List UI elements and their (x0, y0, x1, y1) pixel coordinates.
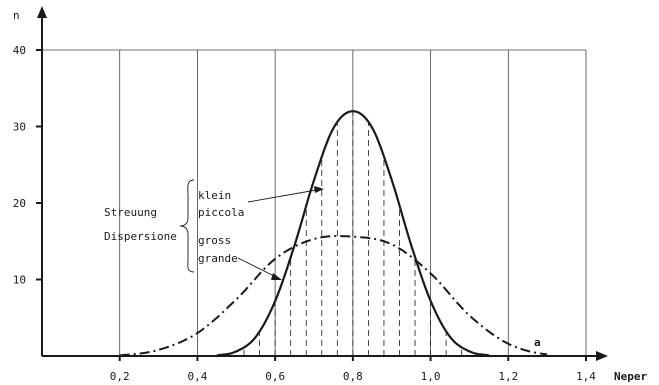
hatch-layer (243, 111, 463, 356)
wide-distribution-line (119, 235, 548, 357)
x-axis-arrow (596, 351, 608, 361)
wide-label-line1: gross (198, 234, 231, 247)
x-tick-label: 0,4 (187, 370, 207, 383)
y-tick-label: 40 (13, 44, 26, 57)
narrow-leader (247, 188, 323, 203)
group-label-line2: Dispersione (104, 230, 177, 243)
x-tick-label: 1,4 (576, 370, 596, 383)
x-tick-label: 0,6 (265, 370, 285, 383)
narrow-leader-arrow (314, 186, 324, 193)
group-label-line1: Streuung (104, 206, 157, 219)
x-tick-label: 0,2 (110, 370, 130, 383)
x-tick-label: 1,2 (498, 370, 518, 383)
tick-layer: 0,2 0,4 0,6 0,8 1,0 1,2 1,4 10 20 30 40 (13, 44, 597, 383)
y-tick-label: 10 (13, 274, 26, 287)
curve-layer (119, 110, 548, 357)
x-tick-label: 0,8 (343, 370, 363, 383)
grid-layer (42, 49, 587, 356)
narrow-distribution-line (216, 110, 489, 357)
x-tick-label: 1,0 (421, 370, 441, 383)
narrow-label-line2: piccola (198, 206, 244, 219)
x-axis-label: Neper (614, 370, 647, 383)
y-axis-arrow (37, 6, 47, 18)
y-axis-label: n (13, 9, 20, 22)
narrow-label-line1: klein (198, 189, 231, 202)
wide-leader-arrow (271, 273, 282, 280)
y-tick-label: 30 (13, 121, 26, 134)
wide-label-line2: grande (198, 252, 238, 265)
y-tick-label: 20 (13, 197, 26, 210)
curve-tag: a (534, 336, 541, 349)
group-brace (179, 179, 195, 273)
